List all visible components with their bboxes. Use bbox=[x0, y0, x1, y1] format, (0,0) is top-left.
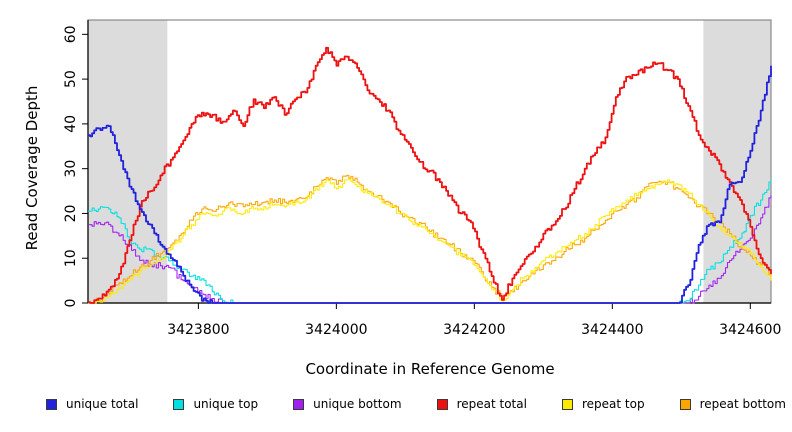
legend-swatch-unique-top bbox=[173, 398, 185, 410]
legend-label-repeat-top: repeat top bbox=[581, 397, 645, 411]
legend-label-repeat-bottom: repeat bottom bbox=[699, 397, 786, 411]
svg-text:3423800: 3423800 bbox=[167, 322, 229, 338]
legend-swatch-repeat-bottom bbox=[679, 398, 691, 410]
svg-text:60: 60 bbox=[63, 25, 79, 43]
svg-text:3424600: 3424600 bbox=[719, 322, 781, 338]
legend-swatch-repeat-top bbox=[561, 398, 573, 410]
legend-item-unique-total: unique total bbox=[46, 397, 138, 411]
legend-label-repeat-total: repeat total bbox=[456, 397, 527, 411]
legend-item-unique-top: unique top bbox=[173, 397, 258, 411]
svg-text:10: 10 bbox=[63, 249, 79, 267]
svg-text:40: 40 bbox=[63, 115, 79, 133]
svg-text:3424000: 3424000 bbox=[305, 322, 367, 338]
legend-swatch-unique-total bbox=[46, 398, 57, 410]
svg-text:50: 50 bbox=[63, 70, 79, 88]
legend-swatch-repeat-total bbox=[436, 398, 448, 410]
legend-item-repeat-bottom: repeat bottom bbox=[679, 397, 786, 411]
legend-label-unique-top: unique top bbox=[193, 397, 259, 411]
svg-text:30: 30 bbox=[63, 160, 79, 178]
svg-text:0: 0 bbox=[63, 299, 79, 308]
legend-swatch-unique-bottom bbox=[293, 398, 305, 410]
y-axis-label: Read Coverage Depth bbox=[23, 85, 41, 251]
svg-text:20: 20 bbox=[63, 205, 79, 223]
svg-text:3424400: 3424400 bbox=[581, 322, 643, 338]
legend-item-repeat-total: repeat total bbox=[436, 397, 527, 411]
legend-item-repeat-top: repeat top bbox=[561, 397, 645, 411]
svg-text:3424200: 3424200 bbox=[443, 322, 505, 338]
legend: unique total unique top unique bottom re… bbox=[46, 397, 786, 411]
legend-label-unique-total: unique total bbox=[66, 397, 139, 411]
legend-label-unique-bottom: unique bottom bbox=[313, 397, 402, 411]
x-axis-label: Coordinate in Reference Genome bbox=[305, 360, 555, 378]
legend-item-unique-bottom: unique bottom bbox=[293, 397, 402, 411]
